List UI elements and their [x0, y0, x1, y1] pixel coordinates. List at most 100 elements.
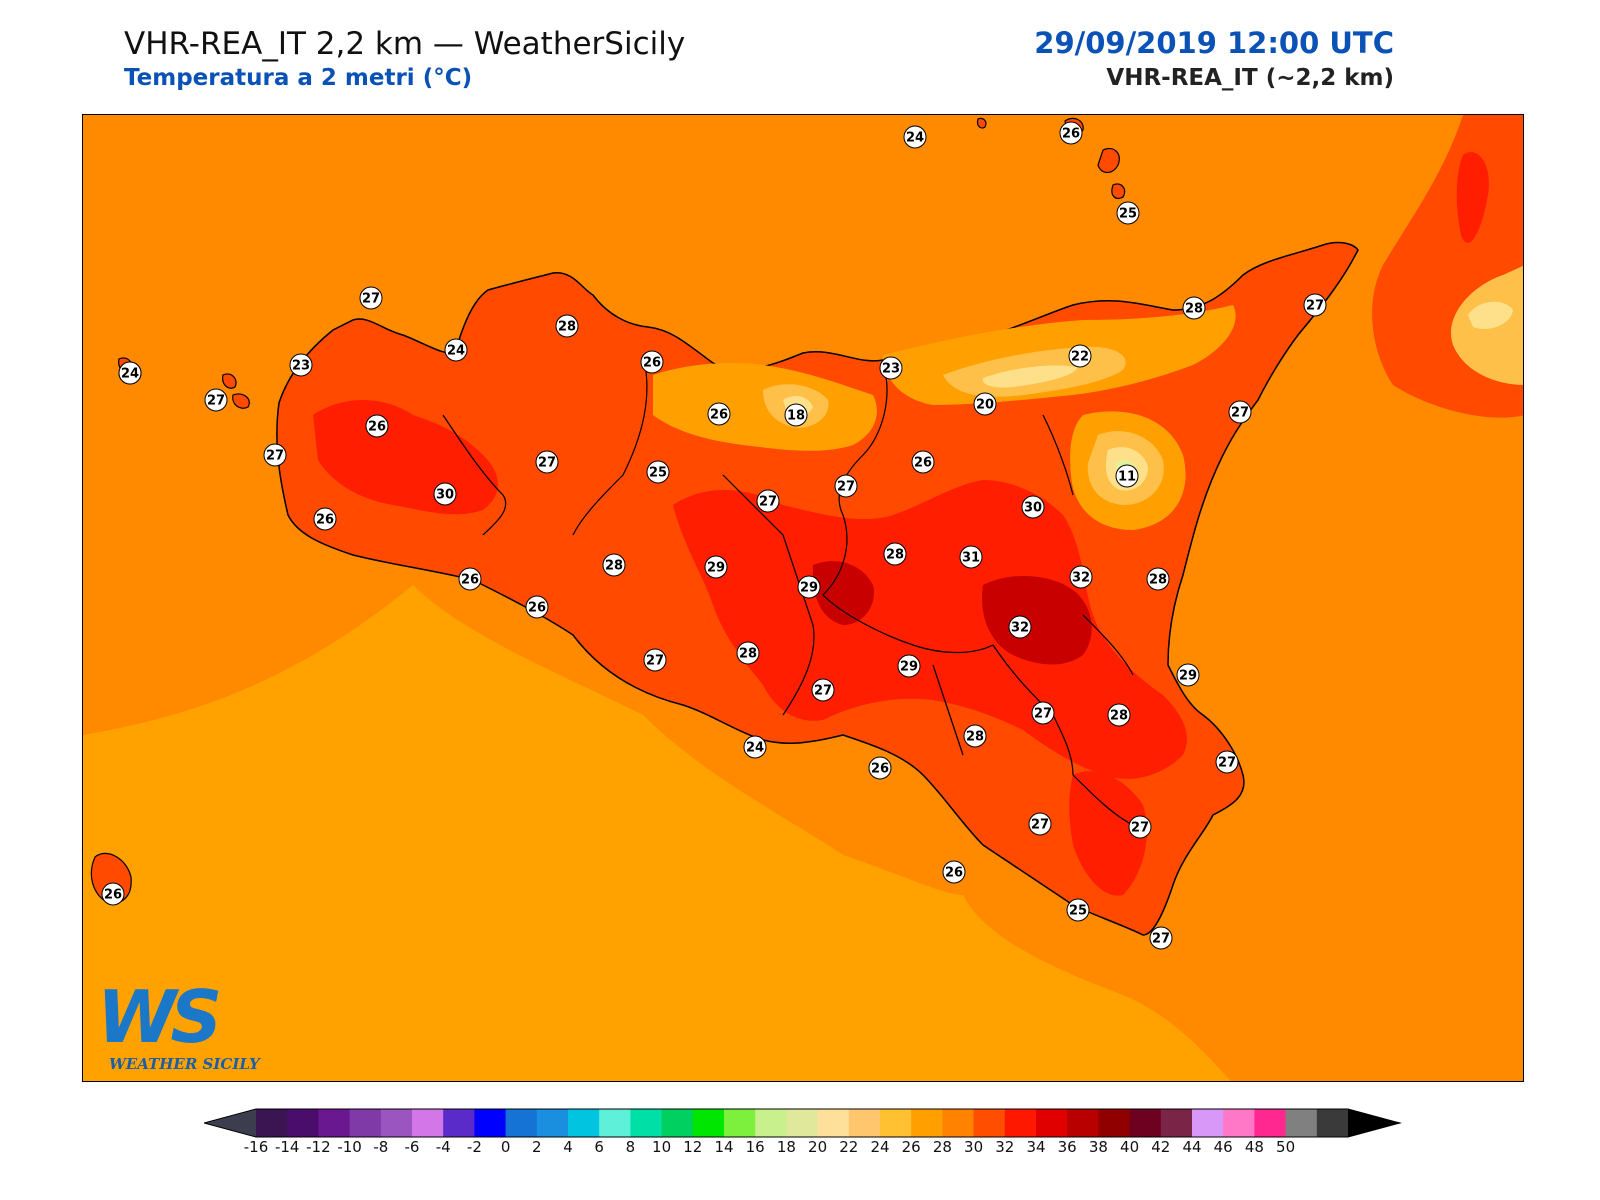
label-value: 27	[759, 495, 777, 510]
colorbar-cell	[1316, 1109, 1349, 1137]
colorbar-tick-label: 38	[1088, 1138, 1108, 1156]
colorbar-tick-label: 50	[1276, 1138, 1296, 1156]
label-petralia: 27	[834, 474, 858, 498]
colorbar-tick-label: 2	[532, 1138, 542, 1156]
label-caltagirone: 27	[1031, 701, 1055, 725]
label-termini: 26	[640, 350, 664, 374]
label-marker	[433, 482, 457, 506]
colorbar-tick-label: -2	[466, 1138, 482, 1156]
colorbar-tick-label: 14	[714, 1138, 734, 1156]
label-value: 26	[461, 573, 479, 588]
label-marker	[646, 460, 670, 484]
label-marker	[897, 654, 921, 678]
label-value: 22	[1071, 350, 1089, 365]
label-value: 28	[1149, 573, 1167, 588]
label-enna: 28	[883, 542, 907, 566]
label-caltavuturo: 26	[707, 402, 731, 426]
label-marker	[289, 353, 313, 377]
colorbar-cell	[817, 1109, 850, 1137]
label-marker	[1115, 464, 1139, 488]
label-value: 27	[1218, 756, 1236, 771]
colorbar-cell	[1004, 1109, 1037, 1137]
label-value: 23	[882, 362, 900, 377]
label-value: 24	[121, 367, 139, 382]
colorbar-cell	[1285, 1109, 1318, 1137]
calabria-top	[1468, 301, 1513, 330]
label-value: 28	[558, 320, 576, 335]
label-marker	[1107, 703, 1131, 727]
colorbar-tick-label: -6	[404, 1138, 420, 1156]
colorbar-tick-label: -4	[435, 1138, 451, 1156]
label-marker	[1176, 663, 1200, 687]
label-value: 26	[104, 888, 122, 903]
colorbar-cell	[630, 1109, 663, 1137]
label-marker	[1303, 293, 1327, 317]
colorbar-tick-label: 0	[500, 1138, 511, 1156]
label-agrigento: 27	[643, 648, 667, 672]
label-value: 30	[436, 488, 454, 503]
label-riesi: 27	[811, 678, 835, 702]
label-marker	[204, 388, 228, 412]
model-label: VHR-REA_IT (~2,2 km)	[1106, 65, 1394, 91]
label-taormina: 27	[1228, 400, 1252, 424]
colorbar-cell	[786, 1109, 819, 1137]
label-marker	[903, 125, 927, 149]
label-caltanissetta: 29	[797, 575, 821, 599]
colorbar-cell	[1129, 1109, 1162, 1137]
colorbar-cell	[755, 1109, 787, 1137]
colorbar-cell	[256, 1109, 288, 1137]
label-marker	[1059, 121, 1083, 145]
label-value: 27	[646, 654, 664, 669]
label-lipari: 25	[1116, 201, 1140, 225]
colorbar-under-arrow	[204, 1109, 256, 1137]
label-value: 28	[1110, 709, 1128, 724]
label-catania-plain: 32	[1008, 615, 1032, 639]
label-marker	[640, 350, 664, 374]
label-san-vito: 27	[359, 286, 383, 310]
map-title: VHR-REA_IT 2,2 km — WeatherSicily	[124, 26, 686, 62]
label-value: 26	[871, 762, 889, 777]
label-marker	[359, 286, 383, 310]
label-paterno: 32	[1069, 565, 1093, 589]
label-value: 27	[207, 394, 225, 409]
label-marker	[1116, 201, 1140, 225]
colorbar-tick-label: 28	[932, 1138, 952, 1156]
temperature-map: 24 24 26 25 24 27 27 23 24 28 26 23 22 28 27 27 26 27 30 26…	[82, 114, 1524, 1082]
colorbar-tick-label: -10	[337, 1138, 362, 1156]
colorbar-ticks: -16 -14 -12 -10 -8 -6 -4 -2 0 2 4 6 8 10 12 14 16 18 20 22 2…	[0, 1138, 1600, 1158]
label-marker	[1031, 701, 1055, 725]
label-piazza: 29	[897, 654, 921, 678]
label-ragusa: 27	[1028, 812, 1052, 836]
label-value: 27	[362, 292, 380, 307]
temperature-label-layer: 24 24 26 25 24 27 27 23 24 28 26 23 22 28 27 27 26 27 30 26…	[101, 121, 1327, 950]
label-marker	[313, 507, 337, 531]
label-marker	[911, 450, 935, 474]
map-subtitle: Temperatura a 2 metri (°C)	[124, 65, 473, 91]
colorbar-tick-label: 44	[1182, 1138, 1202, 1156]
colorbar-cell	[1192, 1109, 1224, 1137]
label-value: 25	[1119, 207, 1137, 222]
colorbar-over-arrow	[1348, 1109, 1400, 1137]
label-value: 27	[1031, 818, 1049, 833]
label-augusta: 27	[1215, 750, 1239, 774]
label-value: 29	[800, 581, 818, 596]
colorbar-cell	[1223, 1109, 1255, 1137]
label-marker	[1028, 812, 1052, 836]
label-value: 29	[900, 660, 918, 675]
label-marettimo: 27	[204, 388, 228, 412]
label-marker	[101, 882, 125, 906]
label-marker	[1146, 567, 1170, 591]
label-marker	[365, 414, 389, 438]
colorbar-tick-label: 26	[901, 1138, 921, 1156]
label-value: 18	[787, 409, 805, 424]
label-marker	[743, 735, 767, 759]
label-marker	[963, 724, 987, 748]
label-pachino: 27	[1149, 926, 1173, 950]
label-marsala: 27	[263, 443, 287, 467]
colorbar-tick-label: 36	[1057, 1138, 1077, 1156]
label-acireale: 28	[1146, 567, 1170, 591]
label-prizzi: 25	[646, 460, 670, 484]
label-value: 31	[962, 551, 980, 566]
label-marker	[1149, 926, 1173, 950]
label-pozzallo: 25	[1066, 898, 1090, 922]
